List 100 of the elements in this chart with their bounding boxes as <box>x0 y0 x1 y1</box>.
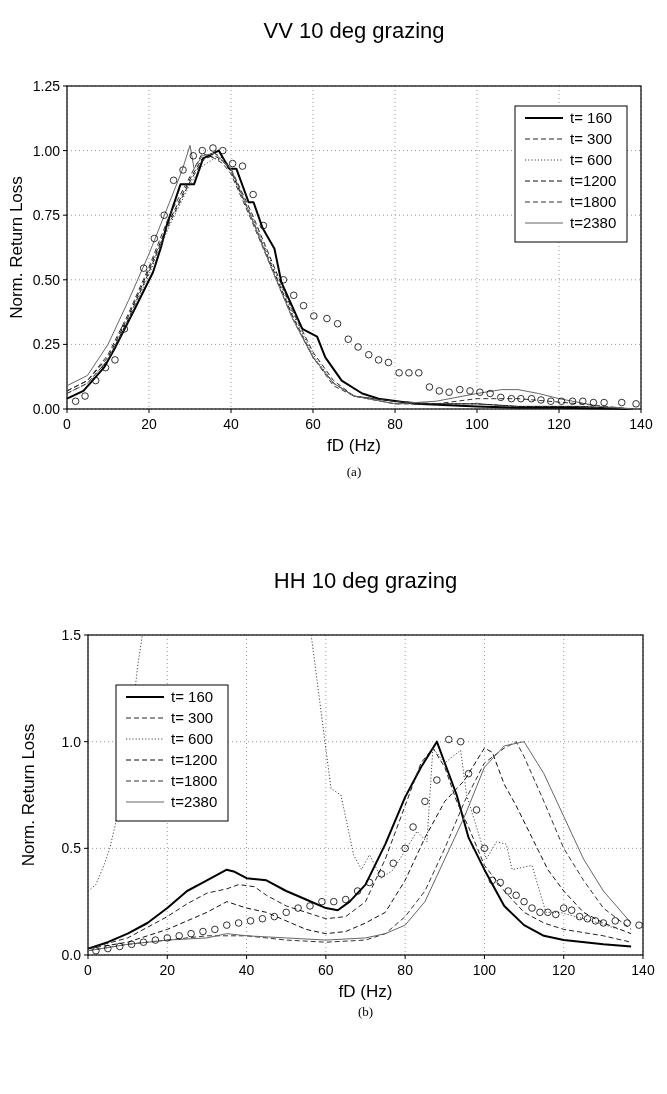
point <box>282 908 290 917</box>
point <box>504 887 512 895</box>
x-tick-label: 100 <box>472 962 497 978</box>
point <box>223 921 231 929</box>
chart-title: HH 10 deg grazing <box>273 568 458 593</box>
point <box>623 919 631 927</box>
point <box>104 944 112 953</box>
point <box>537 396 545 404</box>
point <box>486 389 494 398</box>
y-tick-label: 0.50 <box>32 271 61 288</box>
point <box>466 387 474 395</box>
text: (b) <box>357 1004 374 1019</box>
point <box>127 940 136 949</box>
x-tick-label: 120 <box>547 416 571 432</box>
x-tick-label: 80 <box>387 416 403 432</box>
point <box>365 878 374 887</box>
legend-label: t=2380 <box>171 793 218 810</box>
point <box>139 938 148 946</box>
text: (a) <box>346 464 362 479</box>
point <box>409 823 417 831</box>
point <box>512 891 520 899</box>
y-tick-label: 1.5 <box>61 627 82 643</box>
point <box>421 797 429 806</box>
point <box>81 392 89 400</box>
point <box>425 383 434 391</box>
point <box>333 320 342 328</box>
point <box>433 776 441 784</box>
point <box>258 915 267 923</box>
point <box>187 929 195 938</box>
point <box>294 904 302 912</box>
point <box>435 387 443 395</box>
point <box>354 343 362 351</box>
point <box>120 325 129 333</box>
point <box>139 264 148 272</box>
point <box>488 876 497 885</box>
y-tick-label: 0.00 <box>32 401 61 417</box>
legend-label: t=2380 <box>570 214 617 231</box>
legend-label: t= 160 <box>570 109 613 126</box>
x-tick-label: 0 <box>84 962 93 978</box>
x-tick-label: 140 <box>631 962 655 978</box>
point <box>101 363 110 372</box>
x-tick-label: 60 <box>305 416 321 432</box>
point <box>415 369 423 377</box>
legend-label: t= 600 <box>171 730 214 747</box>
y-tick-label: 0.0 <box>61 947 82 963</box>
point <box>310 312 318 320</box>
point <box>560 904 568 912</box>
point <box>270 912 279 921</box>
point <box>557 397 566 405</box>
point <box>199 927 207 936</box>
point <box>401 844 409 853</box>
point <box>599 919 608 927</box>
point <box>211 925 219 934</box>
point <box>568 397 577 405</box>
point <box>536 908 544 917</box>
point <box>290 291 298 299</box>
y-tick-label: 0.25 <box>32 336 61 353</box>
point <box>611 917 619 925</box>
point <box>591 917 600 925</box>
point <box>635 921 643 929</box>
point <box>496 878 504 887</box>
point <box>150 234 159 243</box>
point <box>116 942 124 951</box>
point <box>209 144 217 152</box>
point <box>219 146 227 155</box>
x-tick-label: 0 <box>63 416 72 432</box>
x-tick-label: 60 <box>318 962 334 978</box>
y-axis-title: Norm. Return Loss <box>19 723 38 867</box>
point <box>160 211 168 219</box>
chart-title: VV 10 deg grazing <box>263 18 445 43</box>
point <box>92 376 100 385</box>
point <box>238 162 247 170</box>
point <box>517 394 525 403</box>
point <box>341 895 350 904</box>
point <box>395 369 403 377</box>
point <box>92 947 100 955</box>
point <box>151 936 160 944</box>
x-axis-title: fD (Hz) <box>327 436 381 455</box>
point <box>552 910 560 919</box>
x-axis-title: fD (Hz) <box>338 982 393 1001</box>
y-tick-label: 1.00 <box>32 142 61 159</box>
y-tick-label: 0.75 <box>32 207 61 224</box>
legend-label: t=1200 <box>171 751 218 768</box>
point <box>527 394 536 403</box>
y-axis-title: Norm. Return Loss <box>7 176 26 319</box>
point <box>456 385 464 394</box>
point <box>228 159 237 168</box>
point <box>384 358 393 367</box>
point <box>198 146 206 155</box>
point <box>111 356 119 364</box>
point <box>306 902 314 910</box>
point <box>330 897 338 906</box>
point <box>365 351 373 359</box>
legend-label: t= 300 <box>171 709 214 726</box>
point <box>189 152 197 160</box>
y-tick-label: 1.0 <box>61 733 82 750</box>
point <box>234 919 243 927</box>
y-tick-label: 1.25 <box>32 78 61 94</box>
x-tick-label: 80 <box>397 962 414 978</box>
point <box>476 388 484 396</box>
